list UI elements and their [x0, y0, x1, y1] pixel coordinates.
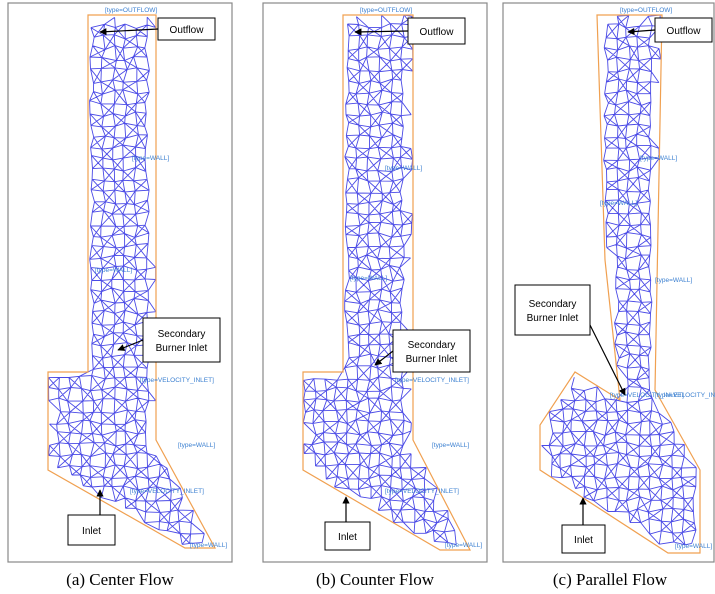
callout-label: Inlet — [338, 532, 357, 543]
callout-label: Inlet — [82, 526, 101, 537]
mesh-label: [type=WALL] — [385, 165, 422, 172]
callout-label: Outflow — [667, 26, 702, 37]
mesh-label: [type=OUTFLOW] — [620, 7, 672, 14]
caption: (a) Center Flow — [66, 570, 174, 589]
mesh-label: [type=VELOCITY_INLET] — [610, 392, 684, 399]
mesh-label: [type=OUTFLOW] — [360, 7, 412, 14]
callout-label: Burner Inlet — [527, 313, 579, 324]
domain-outline — [303, 15, 470, 550]
mesh-label: [type=WALL] — [600, 200, 637, 207]
callout-arrow — [355, 31, 408, 32]
mesh-label: [type=WALL] — [675, 543, 712, 550]
domain-outline — [48, 15, 215, 548]
callout-box — [393, 330, 470, 372]
caption: (c) Parallel Flow — [553, 570, 668, 589]
mesh-label: [type=VELOCITY_INLET] — [130, 488, 204, 495]
mesh-label: [type=WALL] — [432, 442, 469, 449]
callout-box — [143, 318, 220, 362]
callout-arrow — [100, 29, 158, 32]
mesh-label: [type=WALL] — [655, 277, 692, 284]
mesh-label: [type=WALL] — [132, 155, 169, 162]
mesh-label: [type=WALL] — [350, 275, 387, 282]
mesh-label: [type=WALL] — [190, 542, 227, 549]
mesh-label: [type=WALL] — [178, 442, 215, 449]
figure: [type=OUTFLOW] [type=WALL] [type=WALL] [typ… — [0, 0, 715, 594]
mesh-label: [type=WALL] — [445, 542, 482, 549]
callout-box — [515, 285, 590, 335]
mesh-label: [type=WALL] — [640, 155, 677, 162]
mesh — [48, 17, 204, 544]
mesh-label: [type=VELOCITY_INLET] — [395, 377, 469, 384]
mesh-label: [type=VELOCITY_INLET] — [385, 488, 459, 495]
mesh-label: [type=VELOCITY_INLET] — [140, 377, 214, 384]
callout-label: Burner Inlet — [156, 343, 208, 354]
callout-label: Outflow — [420, 27, 455, 38]
mesh-label: [type=OUTFLOW] — [105, 7, 157, 14]
callout-label: Inlet — [574, 535, 593, 546]
callout-label: Secondary — [158, 329, 206, 340]
panel-frame — [263, 3, 487, 562]
caption: (b) Counter Flow — [316, 570, 435, 589]
callout-label: Outflow — [170, 25, 205, 36]
callout-label: Burner Inlet — [406, 354, 458, 365]
callout-label: Secondary — [408, 340, 456, 351]
callout-label: Secondary — [529, 299, 577, 310]
mesh-label: [type=WALL] — [95, 267, 132, 274]
